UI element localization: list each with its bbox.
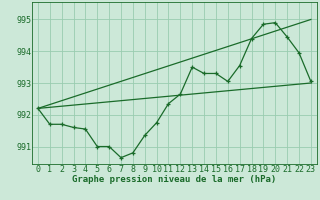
X-axis label: Graphe pression niveau de la mer (hPa): Graphe pression niveau de la mer (hPa) xyxy=(72,175,276,184)
